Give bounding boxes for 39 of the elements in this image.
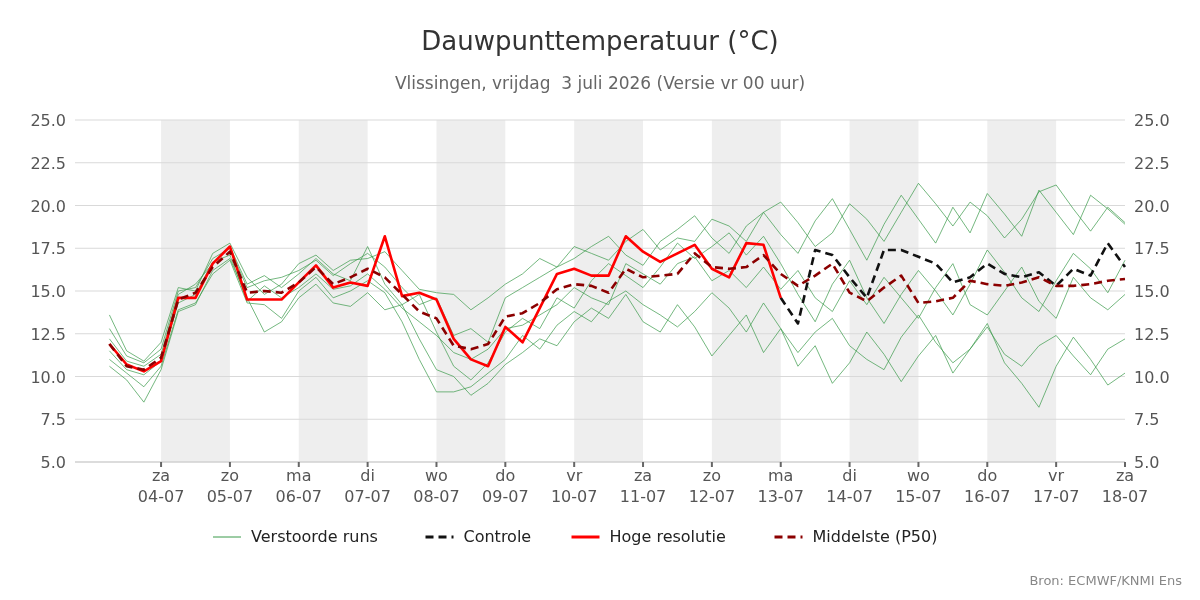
y2-tick-label: 7.5	[1134, 410, 1160, 430]
y2-tick-label: 15.0	[1134, 282, 1170, 301]
text: Bron: ECMWF/KNMI Ens	[1029, 573, 1183, 588]
x-tick-label: za 11-07	[619, 466, 667, 506]
y-tick-label: 17.5	[30, 239, 66, 259]
chart-title: Dauwpunttemperatuur (°C)	[421, 26, 779, 56]
y-tick-label: 5.0	[40, 453, 66, 472]
y-tick-label: 20.0	[30, 196, 66, 216]
y-tick-label: 25.0	[30, 111, 66, 130]
x-tick-label: wo 15-07	[895, 466, 942, 506]
legend-label: Middelste (P50)	[812, 527, 938, 546]
y-tick-label: 10.0	[30, 367, 66, 387]
x-tick-label: ma 06-07	[275, 466, 323, 506]
x-tick-label: do 16-07	[964, 466, 1011, 506]
x-tick-label: wo 08-07	[413, 466, 460, 506]
x-tick-label: di 14-07	[826, 466, 873, 506]
y-tick-label: 15.0	[30, 282, 66, 301]
y2-tick-label: 12.5	[1134, 324, 1170, 344]
y-tick-label: 22.5	[30, 153, 66, 173]
x-tick-label: vr 17-07	[1032, 466, 1080, 506]
y2-tick-label: 10.0	[1134, 367, 1170, 387]
y2-tick-label: 20.0	[1134, 196, 1170, 216]
legend-label: Verstoorde runs	[251, 527, 378, 546]
y2-tick-label: 17.5	[1134, 239, 1170, 259]
legend-label: Controle	[463, 527, 532, 546]
y2-tick-label: 22.5	[1134, 153, 1170, 173]
y-tick-label: 7.5	[40, 410, 66, 430]
y-tick-label: 12.5	[30, 324, 66, 344]
x-tick-label: za 04-07	[137, 466, 185, 506]
x-tick-label: di 07-07	[344, 466, 391, 506]
legend-label: Hoge resolutie	[609, 527, 726, 546]
x-tick-label: vr 10-07	[550, 466, 598, 506]
x-tick-label: do 09-07	[482, 466, 529, 506]
x-tick-label: zo 12-07	[688, 466, 736, 506]
chart-subtitle: Vlissingen, vrijdag 3 juli 2026 (Versie vr 00 uur)	[394, 73, 806, 93]
x-tick-label: zo 05-07	[206, 466, 254, 506]
x-tick-label: ma 13-07	[757, 466, 804, 506]
y2-tick-label: 25.0	[1134, 111, 1170, 130]
y2-tick-label: 5.0	[1134, 453, 1160, 472]
